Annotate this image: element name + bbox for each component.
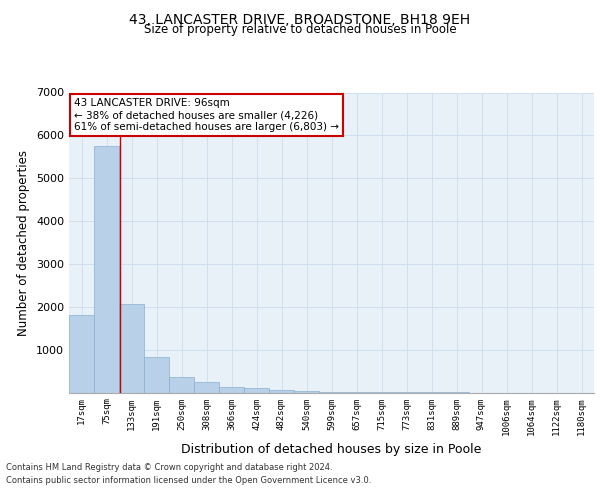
X-axis label: Distribution of detached houses by size in Poole: Distribution of detached houses by size …	[181, 444, 482, 456]
Bar	[219, 387, 244, 392]
Bar	[119, 304, 144, 392]
Y-axis label: Number of detached properties: Number of detached properties	[17, 150, 31, 336]
Text: Contains HM Land Registry data © Crown copyright and database right 2024.: Contains HM Land Registry data © Crown c…	[6, 464, 332, 472]
Bar	[94, 146, 119, 392]
Text: Contains public sector information licensed under the Open Government Licence v3: Contains public sector information licen…	[6, 476, 371, 485]
Bar	[269, 390, 294, 392]
Text: 43 LANCASTER DRIVE: 96sqm
← 38% of detached houses are smaller (4,226)
61% of se: 43 LANCASTER DRIVE: 96sqm ← 38% of detac…	[74, 98, 339, 132]
Text: Size of property relative to detached houses in Poole: Size of property relative to detached ho…	[143, 22, 457, 36]
Bar	[69, 316, 94, 392]
Bar	[169, 376, 194, 392]
Bar	[194, 382, 219, 392]
Bar	[294, 391, 319, 392]
Text: 43, LANCASTER DRIVE, BROADSTONE, BH18 9EH: 43, LANCASTER DRIVE, BROADSTONE, BH18 9E…	[130, 12, 470, 26]
Bar	[144, 357, 169, 392]
Bar	[244, 388, 269, 392]
